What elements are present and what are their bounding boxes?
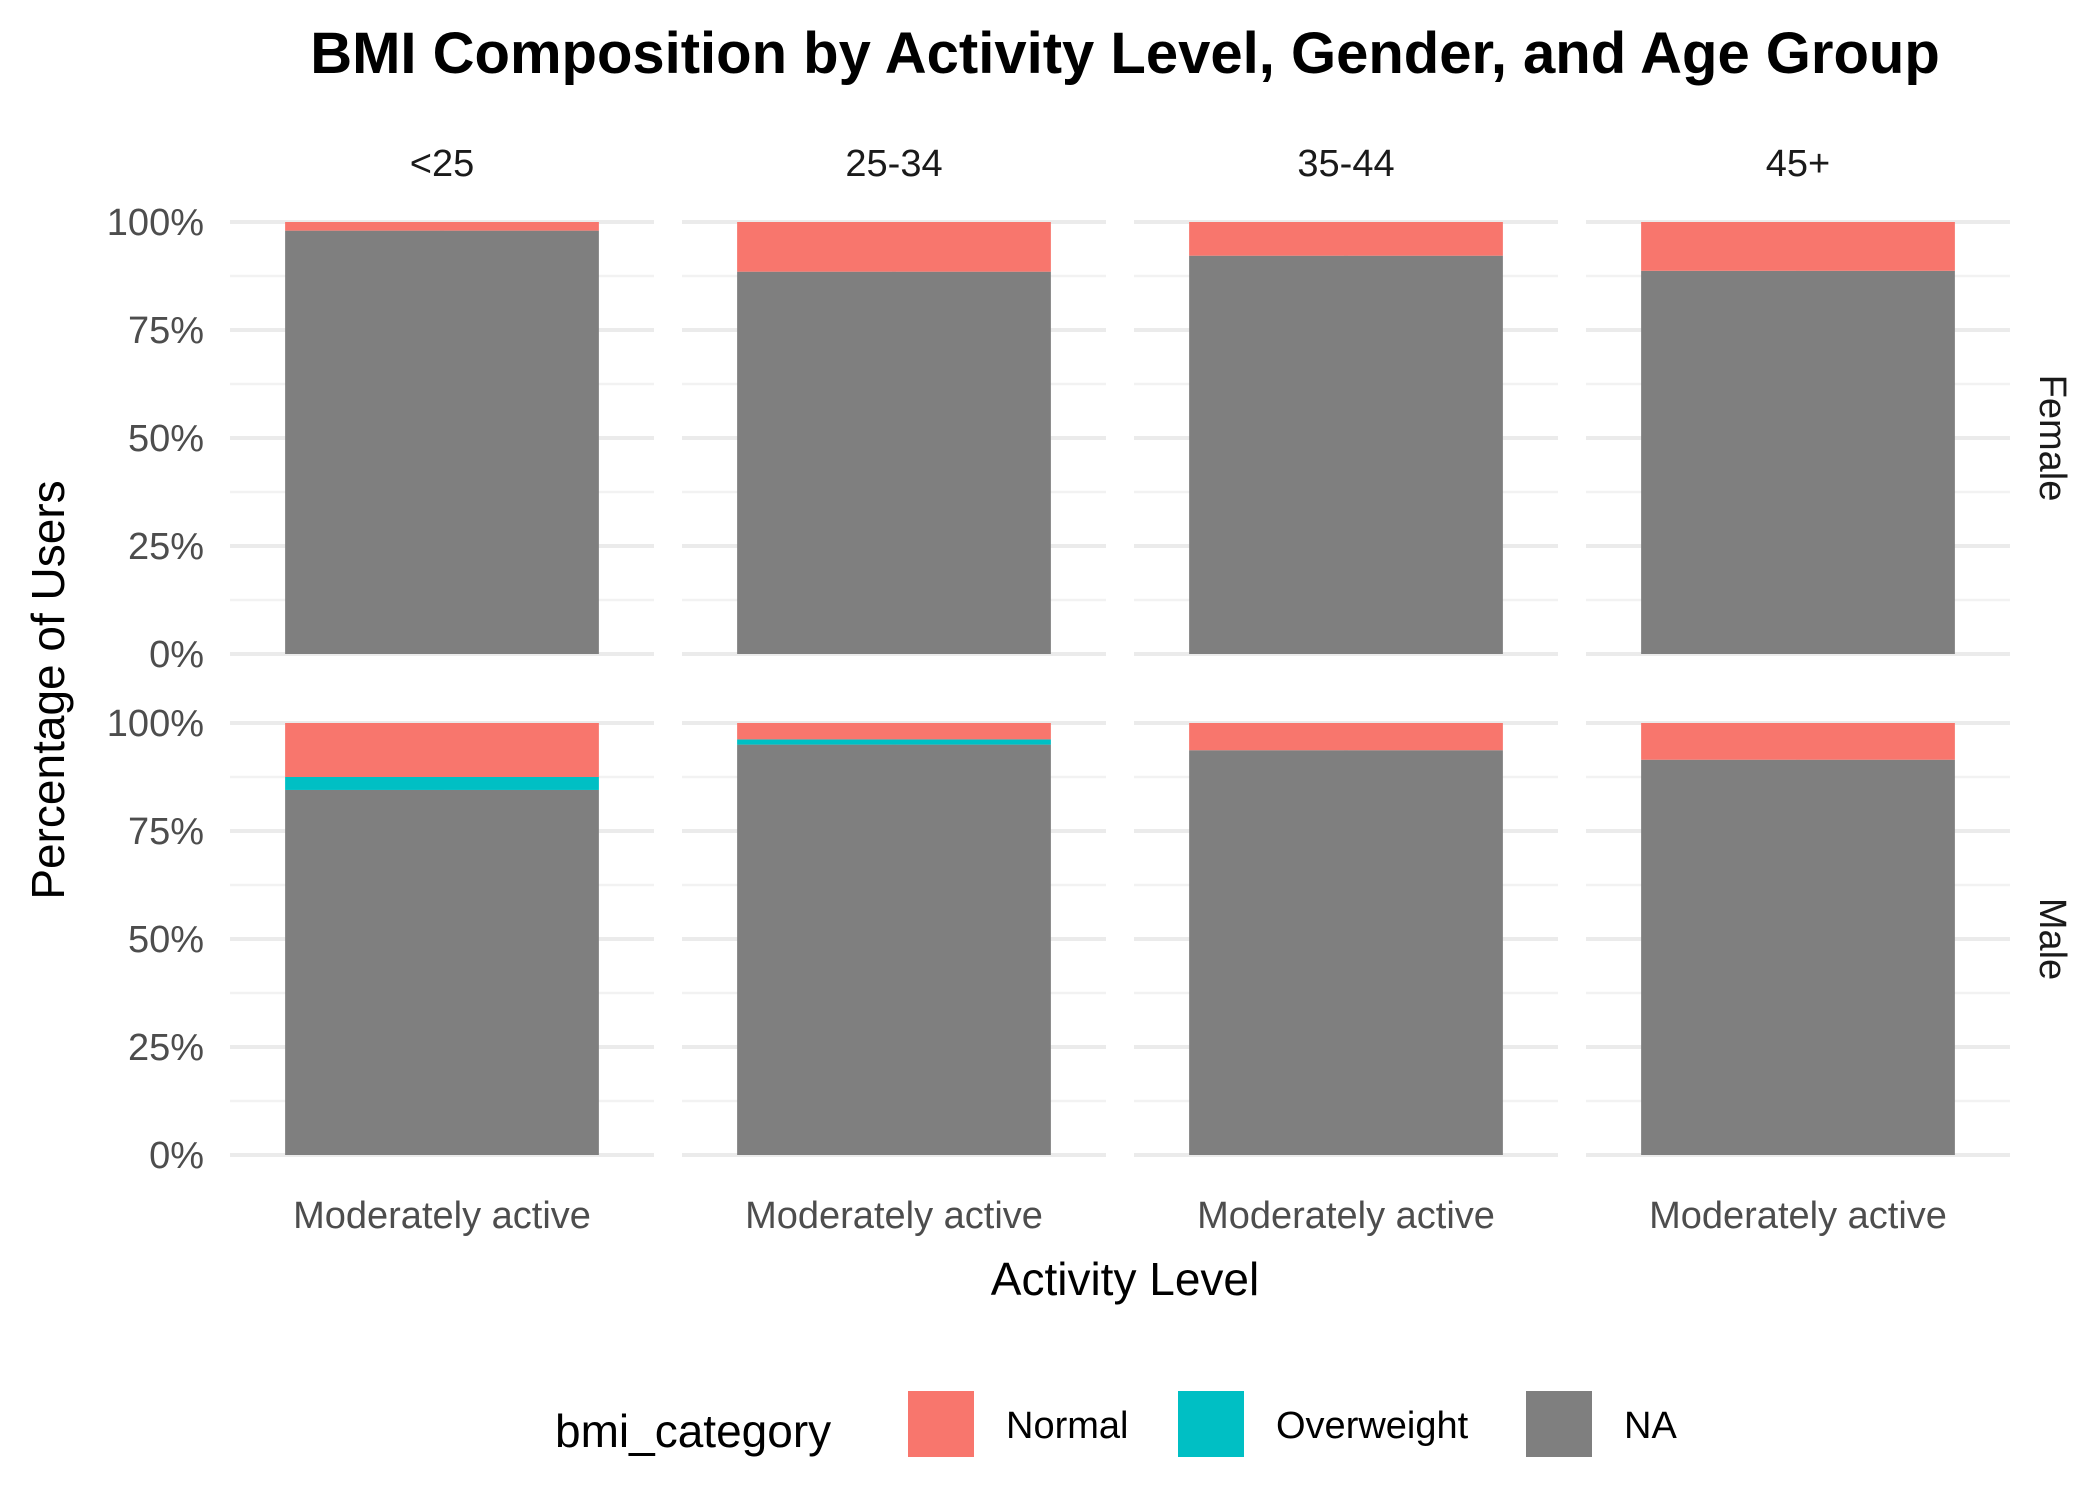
bar-na-female-35-44 xyxy=(1189,255,1503,655)
panel-male-45-plus xyxy=(1586,721,2010,1157)
bar-na-female-under-25 xyxy=(285,230,599,654)
y-tick-label: 100% xyxy=(107,202,204,244)
bar-normal-female-under-25 xyxy=(285,222,599,231)
bar-overweight-male-under-25 xyxy=(285,777,599,790)
bar-na-male-45-plus xyxy=(1641,759,1955,1155)
x-axis-title: Activity Level xyxy=(991,1253,1259,1305)
legend-title: bmi_category xyxy=(555,1405,831,1457)
strip-col-under-25: <25 xyxy=(410,143,474,185)
bar-na-female-45-plus xyxy=(1641,270,1955,654)
strip-row-female: Female xyxy=(2031,375,2073,502)
panel-female-under-25 xyxy=(230,220,654,656)
legend-key-normal xyxy=(908,1391,974,1457)
y-tick-label: 75% xyxy=(128,811,204,853)
y-tick-label: 50% xyxy=(128,418,204,460)
x-tick-label: Moderately active xyxy=(1197,1195,1495,1237)
facet-panels: 0% 25% 50% 75% 100% Female 0% 25% 50% 75% 100% Male… xyxy=(107,143,2073,1237)
y-tick-label: 25% xyxy=(128,526,204,568)
panel-male-35-44 xyxy=(1134,721,1558,1157)
y-tick-label: 100% xyxy=(107,703,204,745)
y-axis-title: Percentage of Users xyxy=(22,480,74,899)
bar-overweight-male-25-34 xyxy=(737,739,1051,745)
panel-female-35-44 xyxy=(1134,220,1558,656)
bar-normal-male-45-plus xyxy=(1641,723,1955,760)
y-tick-label: 0% xyxy=(149,634,204,676)
bar-na-male-35-44 xyxy=(1189,750,1503,1155)
y-tick-label: 50% xyxy=(128,919,204,961)
x-tick-label: Moderately active xyxy=(745,1195,1043,1237)
bar-normal-male-under-25 xyxy=(285,723,599,777)
legend-label-na: NA xyxy=(1624,1405,1677,1447)
bar-normal-female-35-44 xyxy=(1189,222,1503,256)
bar-normal-male-35-44 xyxy=(1189,723,1503,751)
strip-col-45-plus: 45+ xyxy=(1766,143,1830,185)
bar-na-female-25-34 xyxy=(737,271,1051,654)
legend-key-overweight xyxy=(1178,1391,1244,1457)
bar-na-male-under-25 xyxy=(285,789,599,1155)
panel-female-45-plus xyxy=(1586,220,2010,656)
legend-label-overweight: Overweight xyxy=(1276,1405,1469,1447)
legend: bmi_category Normal Overweight NA xyxy=(555,1391,1677,1457)
legend-key-na xyxy=(1526,1391,1592,1457)
panel-male-under-25 xyxy=(230,721,654,1157)
bar-normal-female-25-34 xyxy=(737,222,1051,272)
bar-normal-male-25-34 xyxy=(737,723,1051,740)
strip-col-25-34: 25-34 xyxy=(845,143,942,185)
x-tick-label: Moderately active xyxy=(293,1195,591,1237)
panel-female-25-34 xyxy=(682,220,1106,656)
y-tick-label: 75% xyxy=(128,310,204,352)
x-tick-label: Moderately active xyxy=(1649,1195,1947,1237)
strip-row-male: Male xyxy=(2031,898,2073,980)
chart-title: BMI Composition by Activity Level, Gende… xyxy=(310,21,1940,86)
strip-col-35-44: 35-44 xyxy=(1297,143,1394,185)
bar-na-male-25-34 xyxy=(737,744,1051,1155)
legend-label-normal: Normal xyxy=(1006,1405,1128,1447)
y-tick-label: 25% xyxy=(128,1027,204,1069)
y-tick-label: 0% xyxy=(149,1135,204,1177)
bar-normal-female-45-plus xyxy=(1641,222,1955,271)
panel-male-25-34 xyxy=(682,721,1106,1157)
